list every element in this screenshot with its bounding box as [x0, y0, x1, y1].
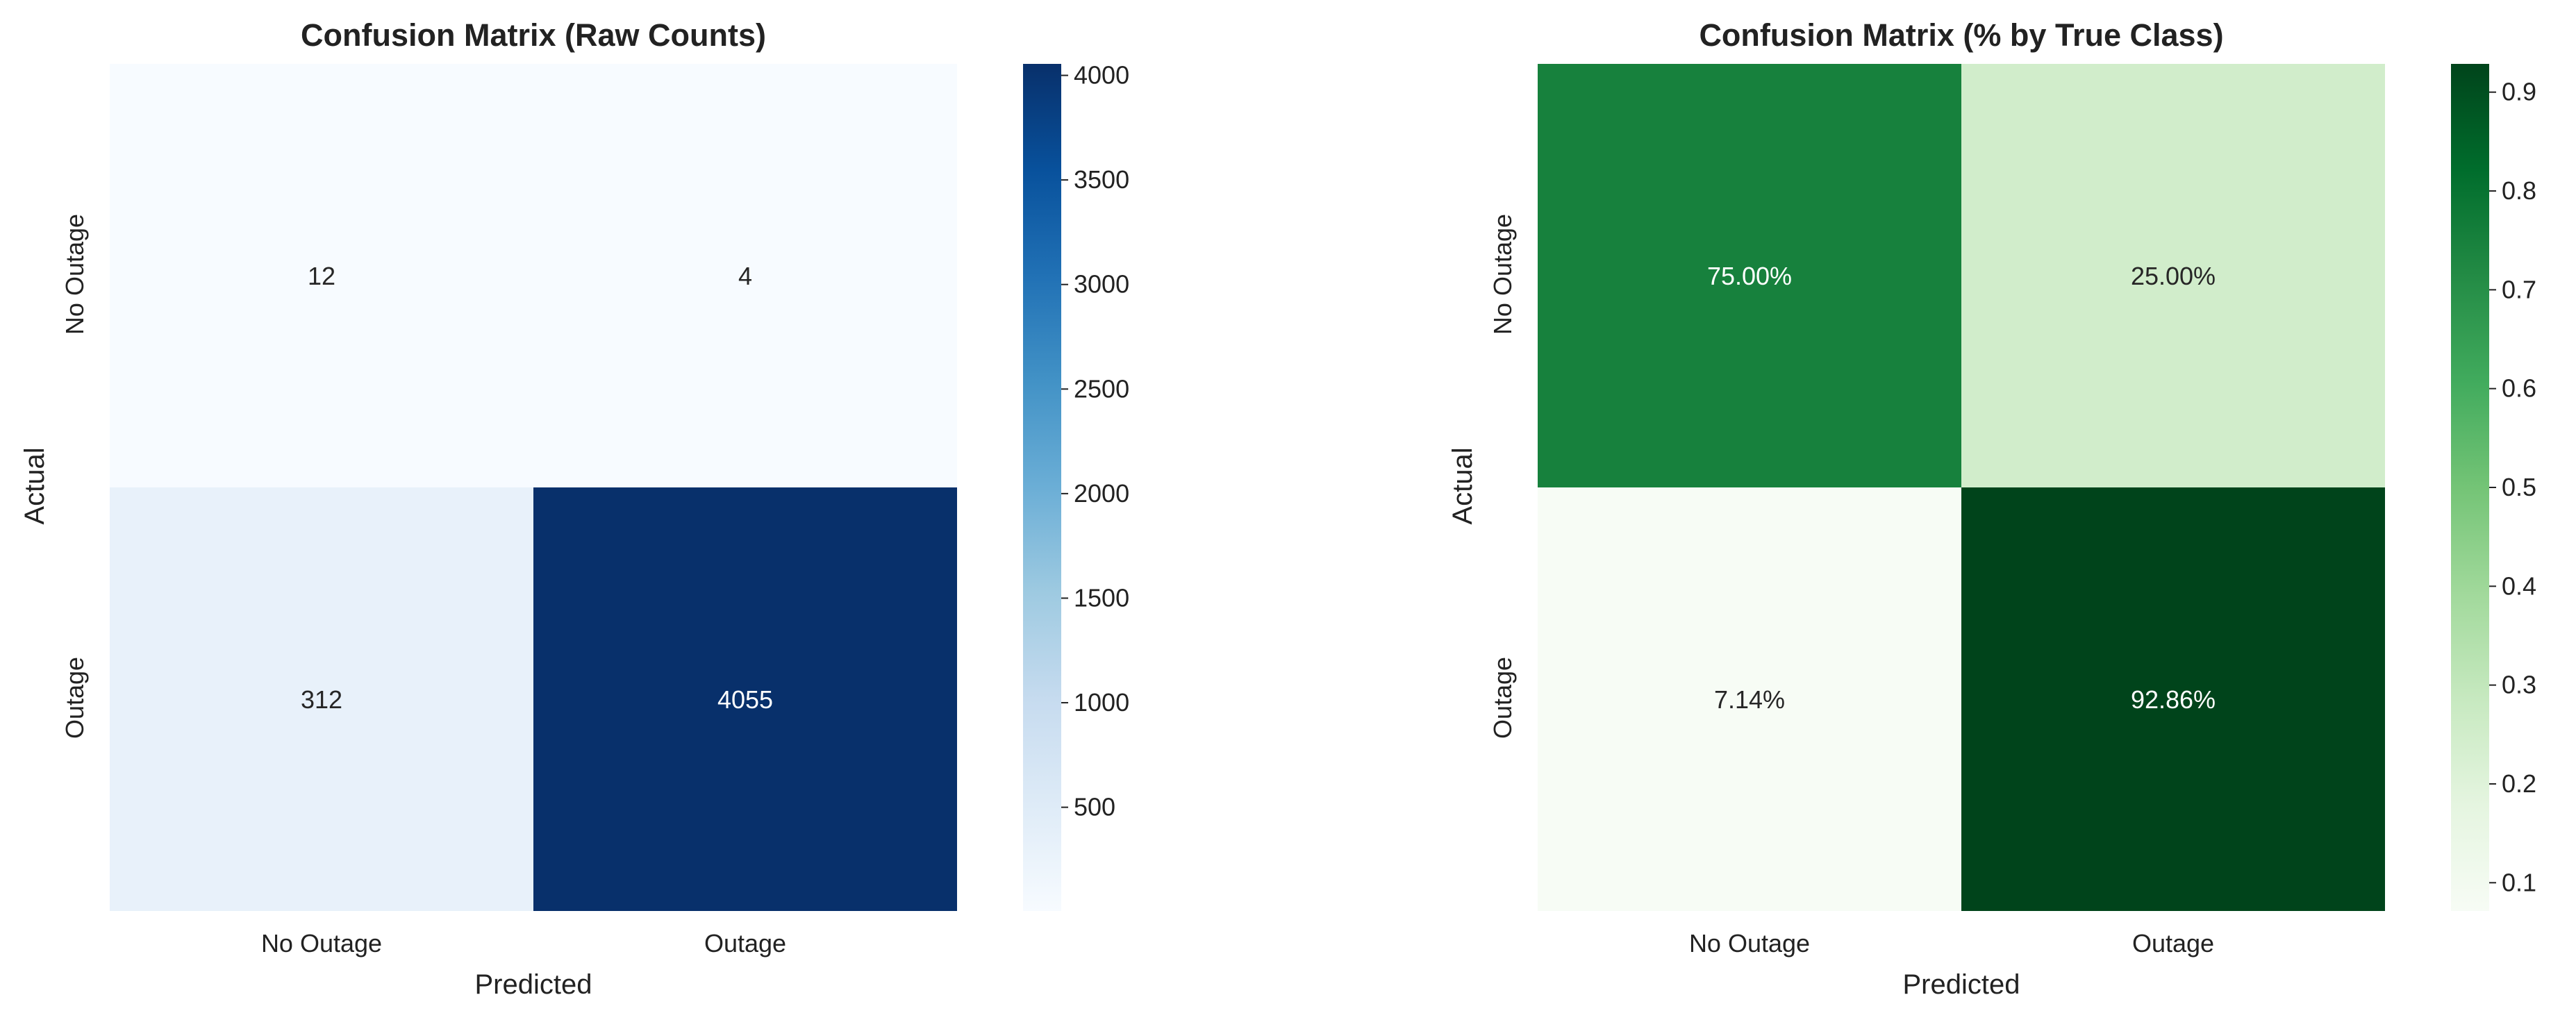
heatmap-cell	[1538, 487, 1961, 911]
heatmap-cell	[110, 64, 533, 487]
x-tick-label: No Outage	[261, 929, 382, 958]
heatmap-cell	[1961, 64, 2385, 487]
colorbar-tick-label: 0.9	[2502, 78, 2536, 106]
colorbar-tick-label: 2000	[1074, 479, 1129, 508]
y-tick-label: Outage	[1488, 657, 1517, 739]
colorbar-gradient	[1023, 64, 1061, 911]
y-axis-label: Actual	[1447, 447, 1478, 524]
y-axis-label: Actual	[19, 447, 50, 524]
colorbar: 500 1000 1500 2000 2500 3000 3500 4000	[1023, 61, 1129, 911]
cell-value-label: 312	[301, 685, 342, 714]
x-tick-labels: No Outage Outage	[1689, 929, 2214, 958]
colorbar-tick-label: 2500	[1074, 374, 1129, 403]
heatmap-cell	[1961, 487, 2385, 911]
chart-percent-by-class: Confusion Matrix (% by True Class) 75.00…	[1447, 17, 2536, 1000]
colorbar-tick-label: 3000	[1074, 270, 1129, 299]
y-tick-labels: No Outage Outage	[60, 214, 89, 739]
x-axis-label: Predicted	[475, 969, 592, 1000]
colorbar-tick-label: 500	[1074, 793, 1115, 821]
heatmap-grid: 75.00% 25.00% 7.14% 92.86%	[1538, 64, 2385, 911]
y-tick-label: No Outage	[60, 214, 89, 335]
cell-value-label: 4055	[717, 685, 773, 714]
x-tick-label: No Outage	[1689, 929, 1810, 958]
colorbar-tick-label: 0.7	[2502, 275, 2536, 303]
y-tick-label: Outage	[60, 657, 89, 739]
x-tick-labels: No Outage Outage	[261, 929, 786, 958]
colorbar: 0.1 0.2 0.3 0.4 0.5 0.6 0.7 0.8 0.9	[2451, 64, 2536, 911]
chart-title: Confusion Matrix (Raw Counts)	[301, 17, 766, 53]
cell-value-label: 25.00%	[2131, 262, 2216, 290]
heatmap-cell	[110, 487, 533, 911]
colorbar-gradient	[2451, 64, 2489, 911]
colorbar-tick-label: 0.5	[2502, 473, 2536, 501]
y-tick-labels: No Outage Outage	[1488, 214, 1517, 739]
colorbar-tick-label: 0.6	[2502, 374, 2536, 403]
colorbar-tick-label: 0.1	[2502, 868, 2536, 896]
cell-value-label: 4	[738, 262, 752, 290]
y-tick-label: No Outage	[1488, 214, 1517, 335]
chart-raw-counts: Confusion Matrix (Raw Counts) 12 4 312 4055…	[19, 17, 1129, 1000]
x-tick-label: Outage	[2132, 929, 2214, 958]
cell-value-label: 92.86%	[2131, 685, 2216, 714]
heatmap-cell	[533, 487, 957, 911]
colorbar-tick-label: 0.2	[2502, 769, 2536, 798]
colorbar-tick-label: 4000	[1074, 61, 1129, 90]
colorbar-tick-label: 1000	[1074, 688, 1129, 717]
cell-value-label: 7.14%	[1714, 685, 1785, 714]
x-tick-label: Outage	[704, 929, 786, 958]
heatmap-cell	[533, 64, 957, 487]
colorbar-tick-label: 0.4	[2502, 571, 2536, 600]
cell-value-label: 75.00%	[1707, 262, 1792, 290]
heatmap-cell	[1538, 64, 1961, 487]
cell-value-label: 12	[308, 262, 335, 290]
colorbar-tick-label: 0.8	[2502, 176, 2536, 205]
chart-title: Confusion Matrix (% by True Class)	[1699, 17, 2223, 53]
colorbar-tick-label: 0.3	[2502, 671, 2536, 699]
x-axis-label: Predicted	[1903, 969, 2020, 1000]
colorbar-tick-label: 3500	[1074, 165, 1129, 194]
colorbar-tick-label: 1500	[1074, 583, 1129, 612]
heatmap-grid: 12 4 312 4055	[110, 64, 957, 911]
